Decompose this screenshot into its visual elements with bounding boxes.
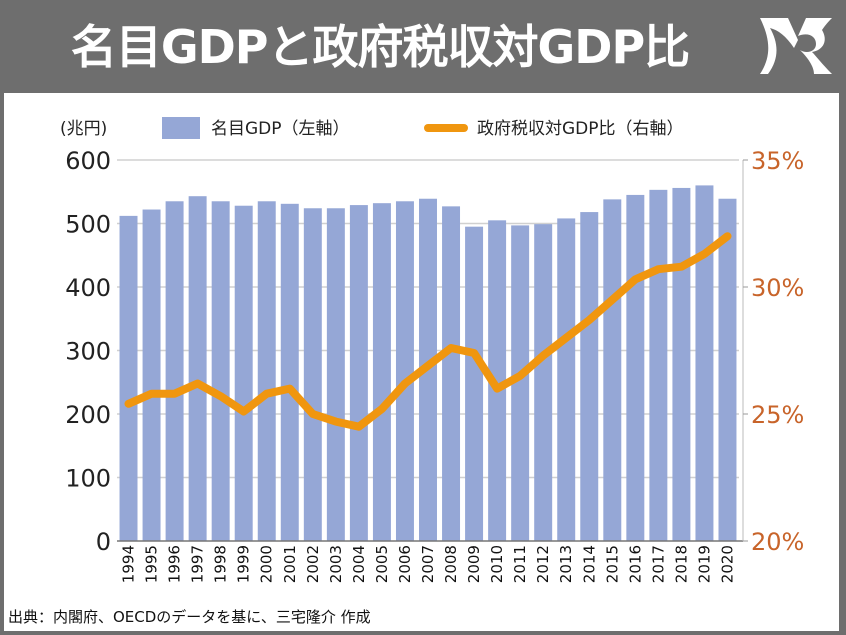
bar-2006 (395, 201, 414, 541)
bar-2018 (672, 187, 691, 541)
x-tick-label: 2015 (603, 545, 621, 583)
left-tick-label: 300 (65, 338, 111, 366)
bar-1994 (119, 215, 138, 541)
left-axis-unit-label: (兆円) (60, 119, 107, 139)
x-tick-label: 1995 (143, 545, 161, 583)
x-tick-label: 2002 (304, 545, 322, 583)
bar-2004 (349, 205, 368, 541)
x-tick-label: 2018 (672, 545, 690, 583)
x-tick-label: 2007 (419, 545, 437, 583)
right-tick-label: 20% (751, 528, 804, 556)
axes (117, 160, 744, 542)
x-tick-label: 2000 (258, 545, 276, 583)
x-tick-label: 2011 (511, 545, 529, 583)
bar-2005 (372, 203, 391, 541)
x-tick-label: 1996 (166, 545, 184, 583)
x-tick-label: 2019 (695, 545, 713, 583)
x-tick-label: 1997 (189, 545, 207, 583)
legend: 名目GDP（左軸） 政府税収対GDP比（右軸） (162, 117, 684, 139)
logo-left-stroke (760, 18, 798, 74)
source-note: 出典：内閣府、OECDのデータを基に、三宅隆介 作成 (4, 604, 839, 631)
x-tick-label: 2003 (327, 545, 345, 583)
x-tick-label: 2005 (373, 545, 391, 583)
bar-2003 (326, 208, 345, 541)
bar-2014 (580, 212, 599, 541)
bar-2020 (718, 198, 737, 542)
bar-1996 (165, 201, 184, 541)
bar-2013 (557, 218, 576, 542)
left-tick-label: 200 (65, 401, 111, 429)
x-tick-label: 2016 (626, 545, 644, 583)
x-tick-label: 2008 (442, 545, 460, 583)
right-tick-label: 25% (751, 401, 804, 429)
x-tick-label: 2009 (465, 545, 483, 583)
bar-2002 (303, 208, 322, 541)
right-tick-label: 35% (751, 147, 804, 175)
right-axis-ticks: 20% 25% 30% 35% (743, 147, 804, 556)
left-axis-ticks: 0 100 200 300 400 500 600 (65, 147, 111, 556)
x-axis-ticks: 1994 1995 1996 1997 1998 1999 2000 2001 2002 2003… (120, 545, 737, 583)
legend-line-label: 政府税収対GDP比（右軸） (477, 119, 684, 139)
right-tick-label: 30% (751, 274, 804, 302)
bar-1999 (234, 205, 253, 541)
chart-panel: 0 100 200 300 400 500 600 20% 25% 30% 35% 1994 199… (4, 93, 839, 604)
bar-series (119, 185, 737, 542)
legend-bar-swatch (162, 117, 200, 139)
x-tick-label: 1994 (120, 545, 138, 583)
bar-2001 (280, 203, 299, 541)
bar-2019 (695, 185, 714, 541)
chart-title: 名目GDPと政府税収対GDP比 (70, 20, 690, 74)
x-tick-label: 2006 (396, 545, 414, 583)
x-tick-label: 2014 (580, 545, 598, 583)
left-tick-label: 400 (65, 274, 111, 302)
bar-2012 (534, 224, 553, 541)
bar-2011 (511, 225, 530, 541)
bar-2009 (465, 226, 484, 542)
x-tick-label: 2004 (350, 545, 368, 583)
bar-2015 (603, 199, 622, 541)
mr-logo-icon (760, 18, 832, 74)
x-tick-label: 2020 (718, 545, 736, 583)
logo-right-stroke (798, 18, 832, 74)
bar-2017 (649, 189, 668, 541)
x-tick-label: 2013 (557, 545, 575, 583)
x-tick-label: 2017 (649, 545, 667, 583)
bar-2008 (442, 206, 461, 541)
x-tick-label: 2012 (534, 545, 552, 583)
left-tick-label: 0 (96, 528, 111, 556)
bar-2010 (488, 220, 507, 541)
left-tick-label: 600 (65, 147, 111, 175)
x-tick-label: 2010 (488, 545, 506, 583)
line-series (124, 232, 732, 431)
bar-2000 (257, 201, 276, 541)
left-tick-label: 100 (65, 465, 111, 493)
x-tick-label: 2001 (281, 545, 299, 583)
bar-1997 (188, 196, 207, 541)
legend-bar-label: 名目GDP（左軸） (211, 119, 350, 139)
bar-1995 (142, 209, 161, 541)
left-tick-label: 500 (65, 211, 111, 239)
x-tick-label: 1998 (212, 545, 230, 583)
x-tick-label: 1999 (235, 545, 253, 583)
bar-1998 (211, 201, 230, 541)
bar-2016 (626, 194, 645, 542)
